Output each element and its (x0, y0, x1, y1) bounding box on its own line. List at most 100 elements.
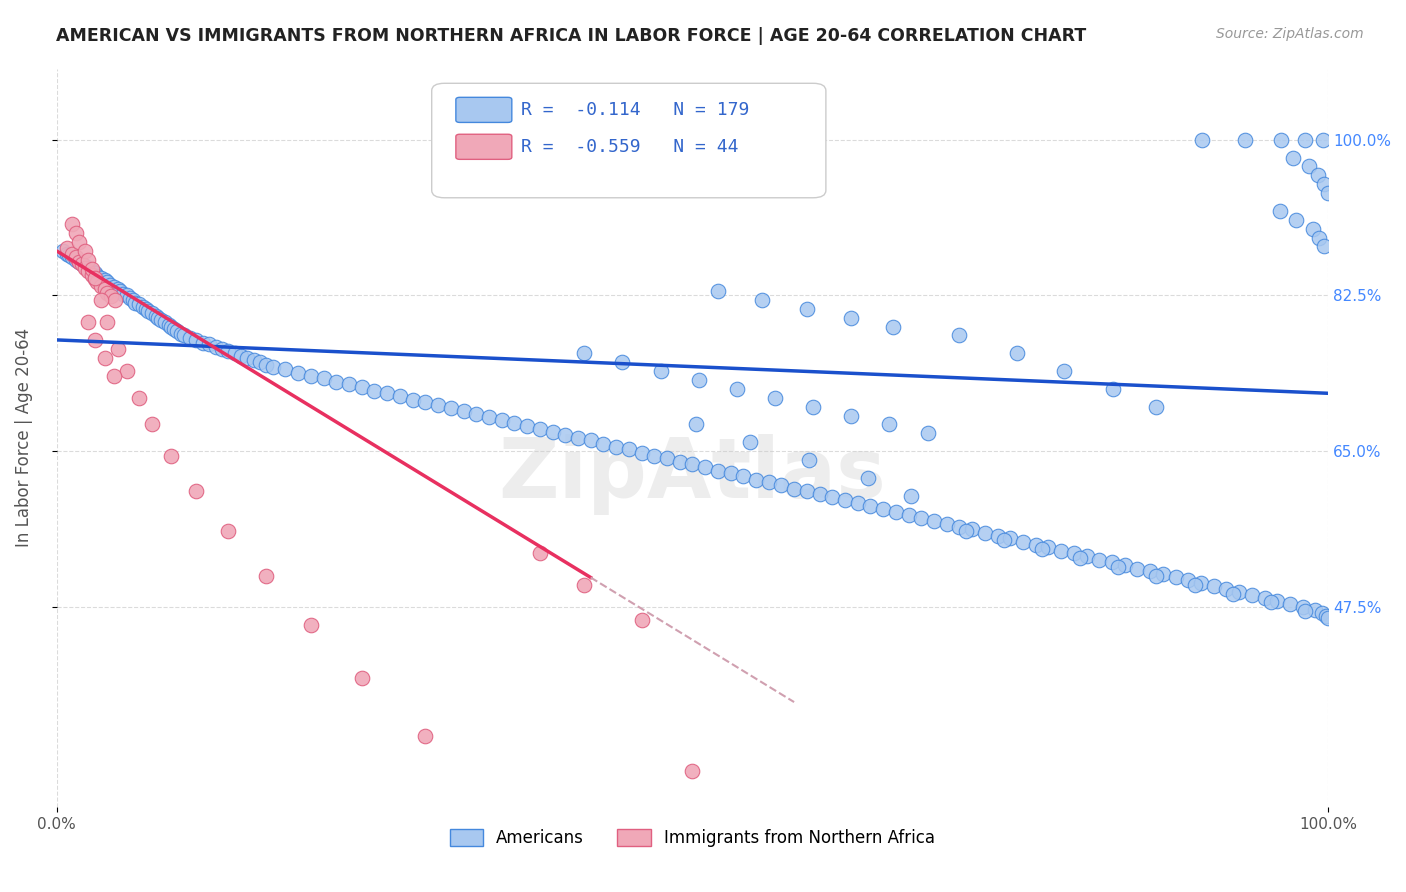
Point (1126, 561, 1149, 575)
Point (821, 491, 844, 505)
Point (122, 293, 145, 307)
Point (1294, 604, 1316, 618)
Point (973, 526, 995, 541)
Point (897, 508, 920, 523)
Point (186, 484, 208, 499)
Point (274, 362, 297, 376)
Point (90, 278, 112, 293)
Point (262, 359, 284, 374)
Point (733, 469, 755, 483)
Point (191, 335, 214, 350)
Point (70, 257, 93, 271)
Point (882, 319, 904, 334)
Point (1302, 221, 1324, 235)
Point (1139, 564, 1161, 578)
Point (128, 297, 150, 311)
Point (111, 286, 134, 301)
Point (745, 473, 768, 487)
Point (900, 489, 922, 503)
Point (1270, 133, 1292, 147)
Point (108, 284, 131, 298)
Y-axis label: In Labor Force | Age 20-64: In Labor Force | Age 20-64 (15, 328, 32, 548)
Point (170, 326, 193, 341)
Point (799, 453, 821, 467)
Point (96, 275, 118, 289)
Point (574, 346, 596, 360)
Text: R =  -0.114   N = 179: R = -0.114 N = 179 (520, 101, 749, 119)
Point (1306, 169, 1329, 183)
Point (605, 440, 627, 454)
Point (375, 386, 398, 401)
Point (103, 279, 125, 293)
Point (1088, 552, 1111, 566)
Point (96, 285, 118, 300)
Point (236, 351, 259, 365)
Point (204, 340, 226, 354)
Point (160, 449, 183, 463)
Point (688, 373, 710, 387)
Point (104, 293, 127, 307)
Point (77, 252, 100, 267)
Point (94, 351, 117, 365)
Point (1152, 566, 1174, 581)
Point (1294, 133, 1316, 147)
Point (1202, 579, 1225, 593)
Point (758, 475, 780, 490)
Point (52, 244, 75, 258)
Point (141, 417, 163, 432)
Point (574, 577, 596, 591)
Point (427, 398, 450, 412)
Point (94, 273, 117, 287)
Point (350, 671, 373, 685)
Point (124, 295, 146, 310)
Point (986, 529, 1008, 543)
Point (325, 375, 347, 389)
Point (503, 416, 526, 430)
Point (1038, 540, 1060, 554)
Point (82, 264, 104, 278)
Point (1240, 588, 1263, 602)
Point (1050, 543, 1073, 558)
Point (363, 384, 385, 398)
Point (579, 434, 602, 448)
Point (693, 460, 716, 475)
Point (132, 300, 155, 314)
Point (211, 342, 233, 356)
Point (1222, 586, 1244, 600)
Point (612, 355, 634, 369)
FancyBboxPatch shape (456, 97, 512, 122)
Point (1313, 177, 1336, 191)
Point (685, 417, 707, 432)
Point (541, 425, 564, 439)
Point (1177, 573, 1199, 587)
Point (69, 255, 91, 269)
Point (107, 342, 129, 356)
Point (478, 410, 501, 425)
Point (1313, 239, 1336, 253)
Point (153, 315, 176, 329)
Point (135, 301, 157, 316)
Point (77, 315, 100, 329)
Point (77, 264, 100, 278)
Text: R =  -0.559   N = 44: R = -0.559 N = 44 (520, 137, 738, 156)
Point (115, 288, 138, 302)
Point (1191, 133, 1213, 147)
Point (401, 392, 423, 407)
Point (55, 241, 77, 255)
Point (453, 404, 475, 418)
Point (1114, 558, 1136, 572)
Point (73, 260, 96, 275)
Point (783, 482, 806, 496)
Point (1317, 611, 1340, 625)
Point (1005, 346, 1028, 360)
Point (440, 401, 463, 416)
Point (948, 328, 970, 343)
Point (1281, 151, 1303, 165)
Point (254, 358, 277, 372)
Point (128, 391, 150, 405)
Point (1107, 559, 1129, 574)
Point (681, 764, 703, 779)
Point (1292, 599, 1315, 614)
Point (299, 368, 322, 383)
Text: ZipAtlas: ZipAtlas (499, 434, 886, 516)
